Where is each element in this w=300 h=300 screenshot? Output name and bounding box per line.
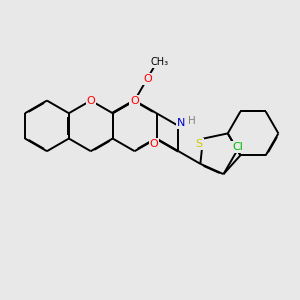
Text: O: O: [150, 139, 158, 148]
Text: N: N: [177, 118, 185, 128]
Text: O: O: [130, 96, 139, 106]
Text: Cl: Cl: [232, 142, 243, 152]
Text: H: H: [188, 116, 196, 126]
Text: O: O: [143, 74, 152, 84]
Text: CH₃: CH₃: [151, 57, 169, 67]
Text: S: S: [196, 139, 203, 149]
Text: O: O: [86, 96, 95, 106]
